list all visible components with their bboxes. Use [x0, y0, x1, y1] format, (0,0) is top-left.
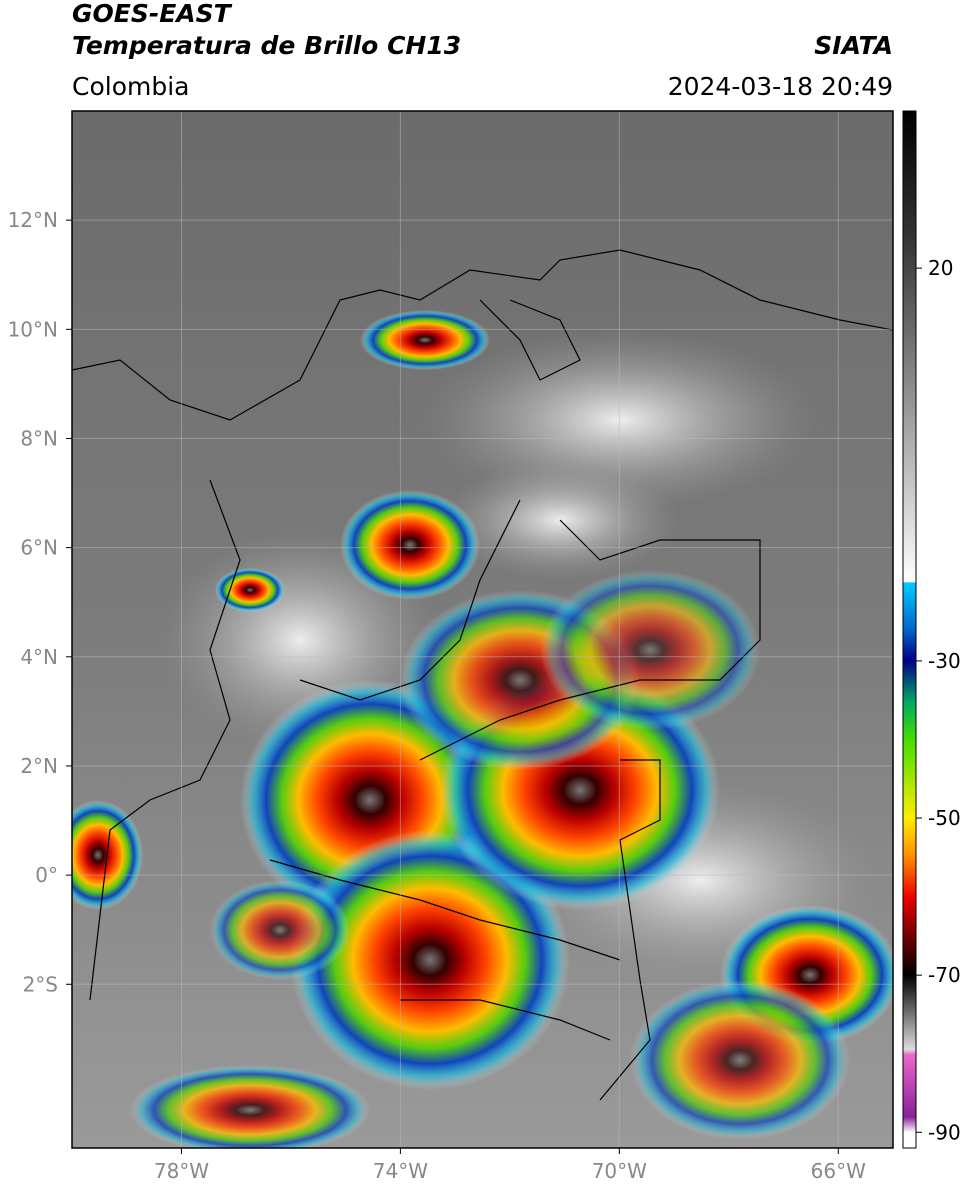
region: Colombia [72, 72, 189, 101]
source: SIATA [814, 31, 893, 60]
y-tick-label: 12°N [8, 208, 58, 232]
title: GOES-EAST [72, 0, 233, 28]
colorbar [902, 110, 917, 1149]
y-tick-label: 2°N [20, 754, 58, 778]
x-tick-label: 70°W [592, 1159, 647, 1183]
x-tick-label: 66°W [811, 1159, 866, 1183]
colorbar-tick-label: -30 [928, 649, 961, 673]
y-tick-label: 0° [35, 863, 58, 887]
subtitle: Temperatura de Brillo CH13 [72, 31, 461, 60]
timestamp: 2024-03-18 20:49 [668, 72, 893, 101]
y-tick-label: 2°S [23, 972, 58, 996]
x-tick-label: 78°W [154, 1159, 209, 1183]
satellite-image [72, 111, 893, 1148]
y-tick-label: 10°N [8, 317, 58, 341]
y-tick-label: 4°N [20, 645, 58, 669]
x-tick-label: 74°W [373, 1159, 428, 1183]
colorbar-tick-label: -90 [928, 1120, 961, 1144]
grid [72, 111, 893, 1148]
y-tick-label: 8°N [20, 426, 58, 450]
colorbar-tick-label: 20 [928, 256, 953, 280]
y-tick-label: 6°N [20, 536, 58, 560]
colorbar-tick-label: -50 [928, 806, 961, 830]
map-frame [71, 110, 894, 1149]
colorbar-tick-label: -70 [928, 963, 961, 987]
